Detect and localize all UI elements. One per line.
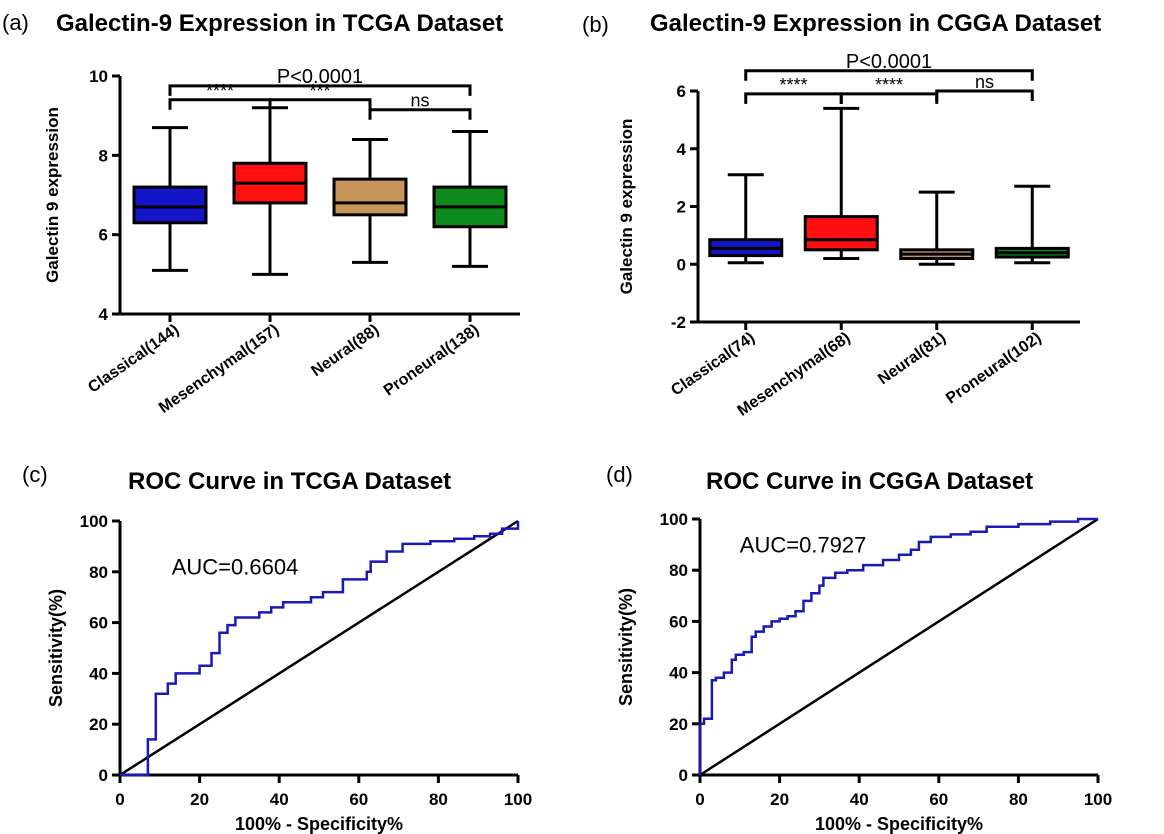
chart-d: 0 20 40 60 80 100 0 20 40 60 80 100 Sensitivity(%) 10… [616,510,1112,834]
significance-label: **** [206,81,234,101]
auc-annotation: AUC=0.7927 [740,532,867,557]
significance-label: *** [309,81,330,101]
y-tick-label: 6 [677,82,686,101]
x-tick-label: Classical(74) [668,329,758,399]
x-tick-label: 60 [349,790,368,809]
x-axis-label: 100% - Specificity% [815,814,983,834]
y-axis-label: Sensitivity(%) [46,589,66,707]
y-tick-label: -2 [671,313,686,332]
x-tick-label: 80 [1009,790,1028,809]
y-tick-label: 20 [669,715,688,734]
y-tick-label: 10 [89,67,108,86]
x-tick-label: 40 [850,790,869,809]
x-tick-label: Neural(88) [308,321,382,380]
chart-a: 4 6 8 10 Galectin 9 expression Classical(144)… [43,66,520,417]
x-tick-label: 0 [115,790,124,809]
significance-bracket [935,89,1034,101]
panel-d-tag: (d) [606,462,633,487]
significance-bracket [839,92,939,104]
roc-curve-line [698,517,1098,775]
chart-c: 0 20 40 60 80 100 0 20 40 60 80 100 Sensitivity(%) 10… [46,512,532,834]
y-axis-label: Sensitivity(%) [616,588,636,706]
x-axis-label: 100% - Specificity% [235,814,403,834]
significance-bracket [744,92,843,104]
chart-b: -2 0 2 4 6 Galectin 9 expression Classical(74)… [617,51,1080,420]
x-tick-label: Neural(81) [875,329,949,388]
significance-bracket [268,98,372,110]
panel-c-title: ROC Curve in TCGA Dataset [128,468,452,495]
x-tick-label: 100 [1084,790,1112,809]
panel-a-title: Galectin-9 Expression in TCGA Dataset [56,10,504,37]
panel-d-title: ROC Curve in CGGA Dataset [706,468,1034,495]
significance-label: **** [875,75,903,95]
x-tick-label: 0 [695,790,704,809]
x-tick-label: 40 [270,790,289,809]
x-tick-label: 100 [504,790,532,809]
y-tick-label: 40 [89,664,108,683]
panel-a-tag: (a) [2,10,29,35]
x-tick-label: 80 [429,790,448,809]
panel-c-tag: (c) [22,462,48,487]
y-tick-label: 4 [677,140,687,159]
significance-bracket [168,84,472,96]
y-tick-label: 0 [679,766,688,785]
box-0 [132,185,208,225]
x-tick-label: Proneural(138) [381,321,483,399]
y-tick-label: 40 [669,664,688,683]
y-axis-label: Galectin 9 expression [43,107,62,283]
y-tick-label: 4 [99,305,109,324]
x-tick-label: Proneural(102) [943,329,1045,407]
auc-annotation: AUC=0.6604 [172,554,299,579]
significance-label: **** [779,75,807,95]
y-tick-label: 80 [89,563,108,582]
reference-diagonal-line [699,517,1099,777]
y-tick-label: 2 [677,198,686,217]
panel-b-tag: (b) [582,12,609,37]
x-tick-label: Classical(144) [85,321,182,396]
significance-label: ns [410,91,429,111]
y-tick-label: 100 [80,512,108,531]
box-2 [332,177,408,217]
reference-diagonal-line [119,519,519,777]
x-tick-label: 20 [770,790,789,809]
significance-label: P<0.0001 [277,66,363,88]
y-tick-label: 6 [99,226,108,245]
y-tick-label: 80 [669,561,688,580]
panel-b-title: Galectin-9 Expression in CGGA Dataset [650,10,1102,37]
x-tick-label: 20 [190,790,209,809]
y-tick-label: 0 [99,766,108,785]
y-tick-label: 8 [99,146,108,165]
significance-label: ns [975,72,994,92]
significance-label: P<0.0001 [846,51,932,73]
y-tick-label: 60 [89,614,108,633]
significance-bracket [744,69,1034,81]
y-tick-label: 0 [677,255,686,274]
x-tick-label: 60 [929,790,948,809]
significance-bracket [368,108,472,120]
y-axis-label: Galectin 9 expression [617,119,636,295]
y-tick-label: 60 [669,612,688,631]
box-1 [803,215,879,252]
y-tick-label: 20 [89,715,108,734]
roc-curve-line [120,521,520,777]
y-tick-label: 100 [660,510,688,529]
